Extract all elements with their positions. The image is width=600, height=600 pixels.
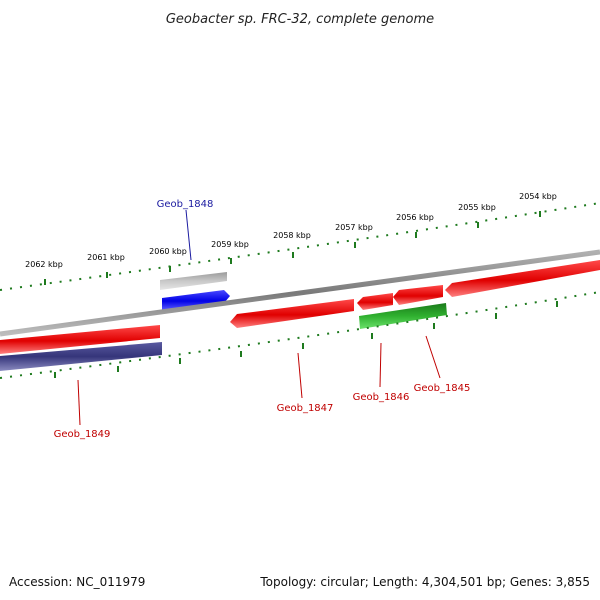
inner-tick-marks [54,301,558,378]
gene-label-geob-1849: Geob_1849 [54,429,111,440]
tick-marks [44,211,541,285]
tick-label: 2054 kbp [519,192,557,201]
tick-label: 2061 kbp [87,253,125,262]
tick-label: 2058 kbp [273,231,311,240]
gene-label-geob-1845: Geob_1845 [414,383,471,394]
tick-label: 2056 kbp [396,213,434,222]
genome-backbone [0,249,600,337]
map-title: Geobacter sp. FRC-32, complete genome [166,12,434,27]
tick-label: 2055 kbp [458,203,496,212]
gene-label-geob-1848: Geob_1848 [157,199,214,210]
cds-reverse-geob-1849 [0,325,160,354]
leader-geob-1849 [77,379,81,426]
tick-label: 2062 kbp [25,260,63,269]
outer-ruler [0,202,600,291]
cds-reverse-geob-1845 [445,260,600,297]
gene-label-geob-1847: Geob_1847 [277,403,334,414]
accession-text: Accession: NC_011979 [9,575,145,589]
cds-forward-geob-1848 [162,290,230,310]
leader-geob-1846 [379,342,382,388]
genome-summary-text: Topology: circular; Length: 4,304,501 bp… [259,575,590,589]
cds-reverse-geob-1846 [357,293,393,310]
cds-reverse-geob-1847 [230,299,354,328]
gc-skew-track [0,342,162,371]
inner-ruler [0,291,600,379]
cds-reverse-geob-1845b [393,285,443,305]
rna-feature [160,272,227,290]
gene-label-geob-1846: Geob_1846 [353,392,410,403]
tick-label: 2060 kbp [149,247,187,256]
leader-geob-1848 [185,209,192,261]
gc-content-track [359,303,447,329]
leader-geob-1847 [297,352,303,399]
tick-labels: 2062 kbp 2061 kbp 2060 kbp 2059 kbp 2058… [25,192,557,269]
tick-label: 2057 kbp [335,223,373,232]
leader-geob-1845 [425,335,441,379]
tick-label: 2059 kbp [211,240,249,249]
